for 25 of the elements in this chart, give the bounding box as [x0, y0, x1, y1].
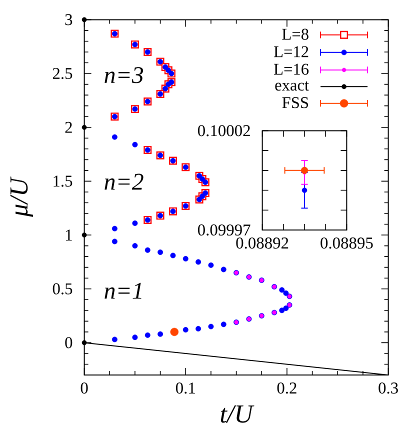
y-tick-label: 0.10002	[198, 125, 250, 136]
annotation: n=1	[104, 282, 142, 299]
x-tick-label: 0.2	[277, 382, 296, 394]
x-tick-label: 0.1	[176, 382, 195, 394]
annotation: n=2	[104, 174, 144, 190]
y-tick-label: 3	[65, 14, 72, 26]
legend-label: L=16	[274, 64, 309, 75]
legend-label: L=12	[274, 46, 308, 58]
legend-label: L=8	[282, 28, 308, 40]
y-tick-label: 2	[65, 122, 72, 133]
x-tick-label: 0.3	[378, 382, 398, 394]
y-tick-label: 1.5	[54, 176, 72, 187]
x-tick-label: 0	[80, 382, 88, 394]
annotation: n=3	[104, 67, 144, 84]
legend-label: FSS	[282, 97, 308, 108]
x-axis-title: t/U	[220, 405, 254, 423]
y-tick-label: 0.5	[52, 283, 72, 294]
y-tick-label: 0.09997	[198, 224, 250, 236]
y-tick-label: 1	[66, 230, 72, 240]
legend-label: exact	[275, 81, 309, 91]
y-tick-label: 0	[65, 337, 72, 348]
y-axis-title: μ/U	[10, 176, 33, 217]
y-tick-label: 2.5	[52, 68, 72, 80]
x-tick-label: 0.08892	[236, 238, 288, 249]
x-tick-label: 0.08895	[320, 238, 373, 249]
